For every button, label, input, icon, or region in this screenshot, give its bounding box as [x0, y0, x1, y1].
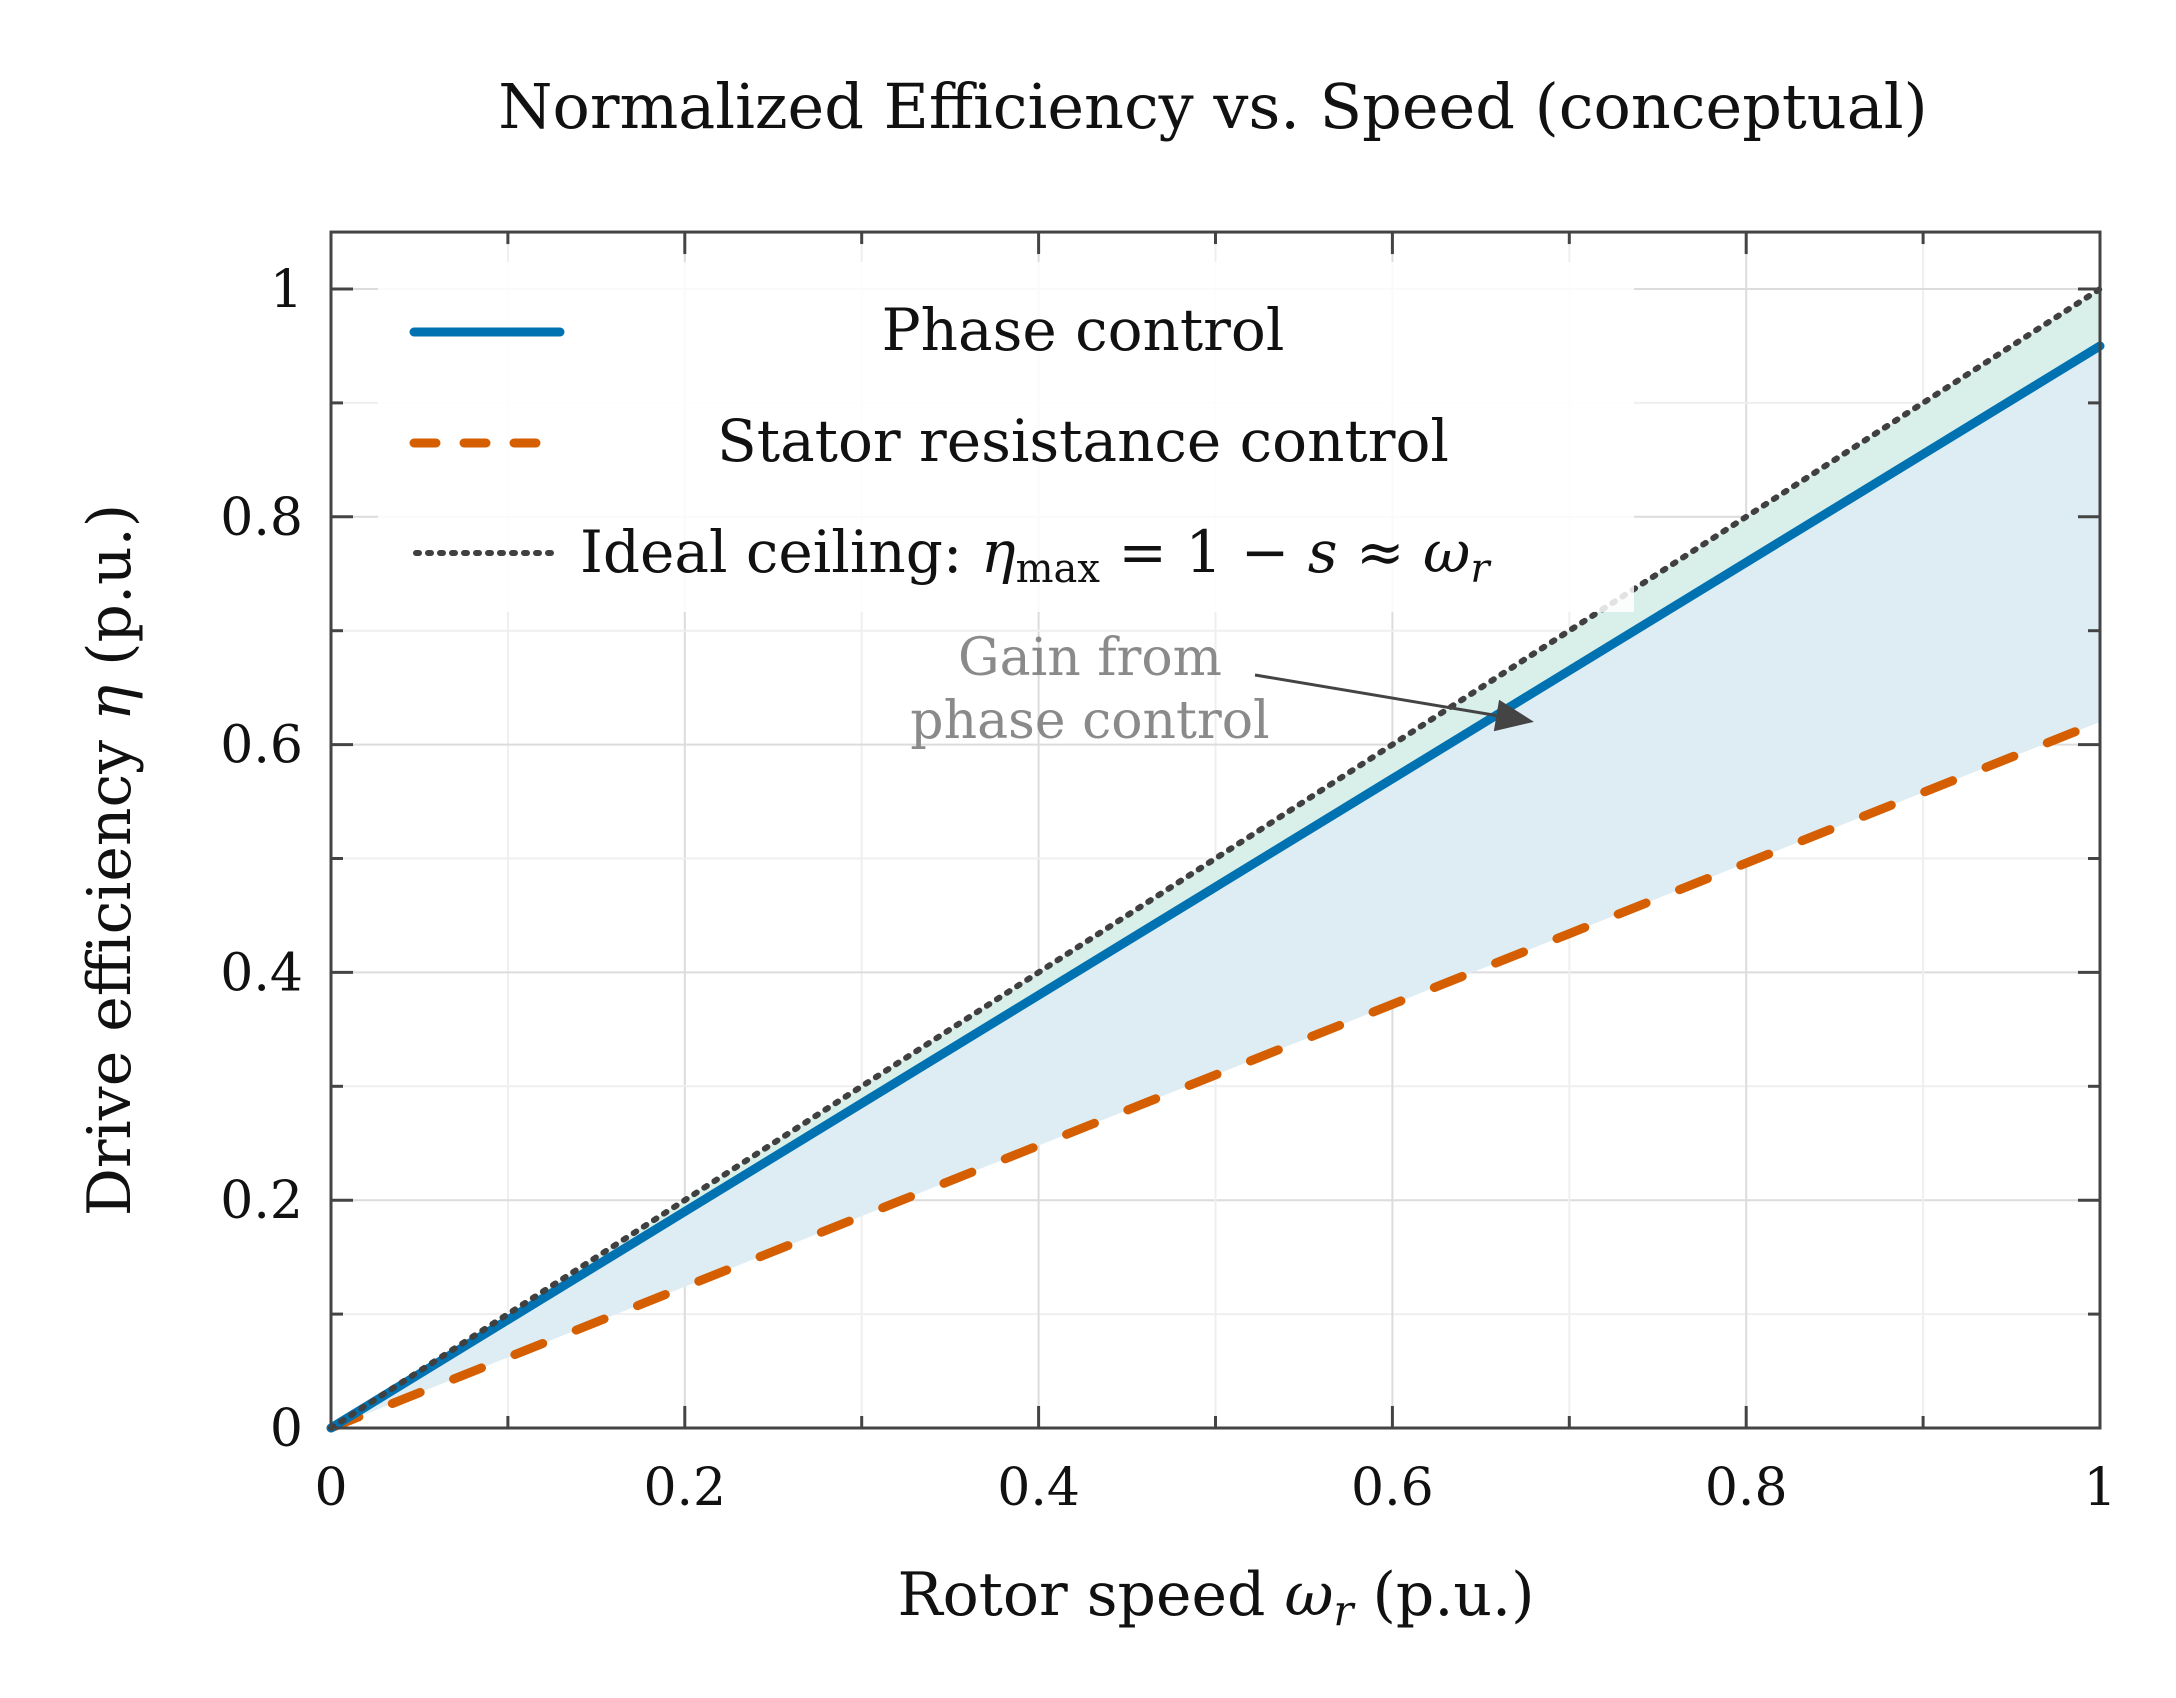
legend-label-stator: Stator resistance control — [717, 407, 1449, 475]
legend-ideal-rest: = 1 − — [1100, 518, 1308, 586]
axes — [329, 230, 2102, 1430]
x-tick-label: 1 — [2083, 1458, 2116, 1518]
x-axis-label: Rotor speed ωr (p.u.) — [897, 1560, 1534, 1635]
arrow-shaft — [1254, 673, 1497, 718]
legend-ideal-omega: ω — [1423, 518, 1470, 586]
legend-ideal-approx: ≈ — [1338, 518, 1423, 586]
legend: Phase control Stator resistance control … — [378, 262, 1634, 612]
y-tick-label: 0.4 — [220, 943, 303, 1003]
x-label-omega: ω — [1284, 1560, 1333, 1630]
y-tick-label: 0.2 — [220, 1171, 303, 1231]
series-line-solid — [326, 341, 2105, 1433]
y-tick-label: 0 — [270, 1399, 303, 1459]
y-label-pre: Drive efficiency — [75, 721, 145, 1216]
legend-ideal-sub: max — [1016, 546, 1101, 592]
legend-ideal-eta: η — [981, 518, 1016, 586]
legend-background — [378, 262, 1634, 612]
x-label-sub: r — [1333, 1586, 1356, 1635]
legend-ideal-r: r — [1470, 546, 1492, 592]
x-label-post: (p.u.) — [1353, 1560, 1534, 1630]
y-axis-label: Drive efficiency η (p.u.) — [75, 504, 145, 1216]
series-line-dotted — [328, 286, 2103, 1431]
chart-title: Normalized Efficiency vs. Speed (concept… — [498, 70, 1927, 143]
y-tick-label: 0.8 — [220, 488, 303, 548]
legend-label-phase: Phase control — [882, 296, 1285, 364]
x-label-pre: Rotor speed — [897, 1560, 1284, 1630]
annotation-line2: phase control — [910, 691, 1269, 751]
legend-label-ideal: Ideal ceiling: ηmax = 1 − s ≈ ωr — [580, 518, 1492, 592]
x-tick-label: 0.2 — [643, 1458, 726, 1518]
annotation: Gain from phase control — [910, 628, 1269, 751]
annotation-arrow — [1254, 673, 1534, 732]
series-line-dashed — [326, 717, 2105, 1433]
y-label-eta: η — [75, 685, 145, 721]
annotation-line1: Gain from — [958, 628, 1222, 688]
y-tick-label: 0.6 — [220, 716, 303, 776]
series-lines — [326, 286, 2105, 1433]
legend-ideal-s: s — [1308, 518, 1338, 586]
x-tick-label: 0.6 — [1351, 1458, 1434, 1518]
tick-labels: 0 0.2 0.4 0.6 0.8 1 0 0.2 0.4 0.6 0.8 1 — [220, 260, 2116, 1518]
y-tick-label: 1 — [270, 260, 303, 320]
x-tick-label: 0.8 — [1705, 1458, 1788, 1518]
x-tick-label: 0.4 — [997, 1458, 1080, 1518]
arrow-head — [1493, 699, 1534, 732]
x-tick-label: 0 — [314, 1458, 347, 1518]
y-label-post: (p.u.) — [75, 504, 145, 685]
legend-ideal-prefix: Ideal ceiling: — [580, 518, 981, 586]
